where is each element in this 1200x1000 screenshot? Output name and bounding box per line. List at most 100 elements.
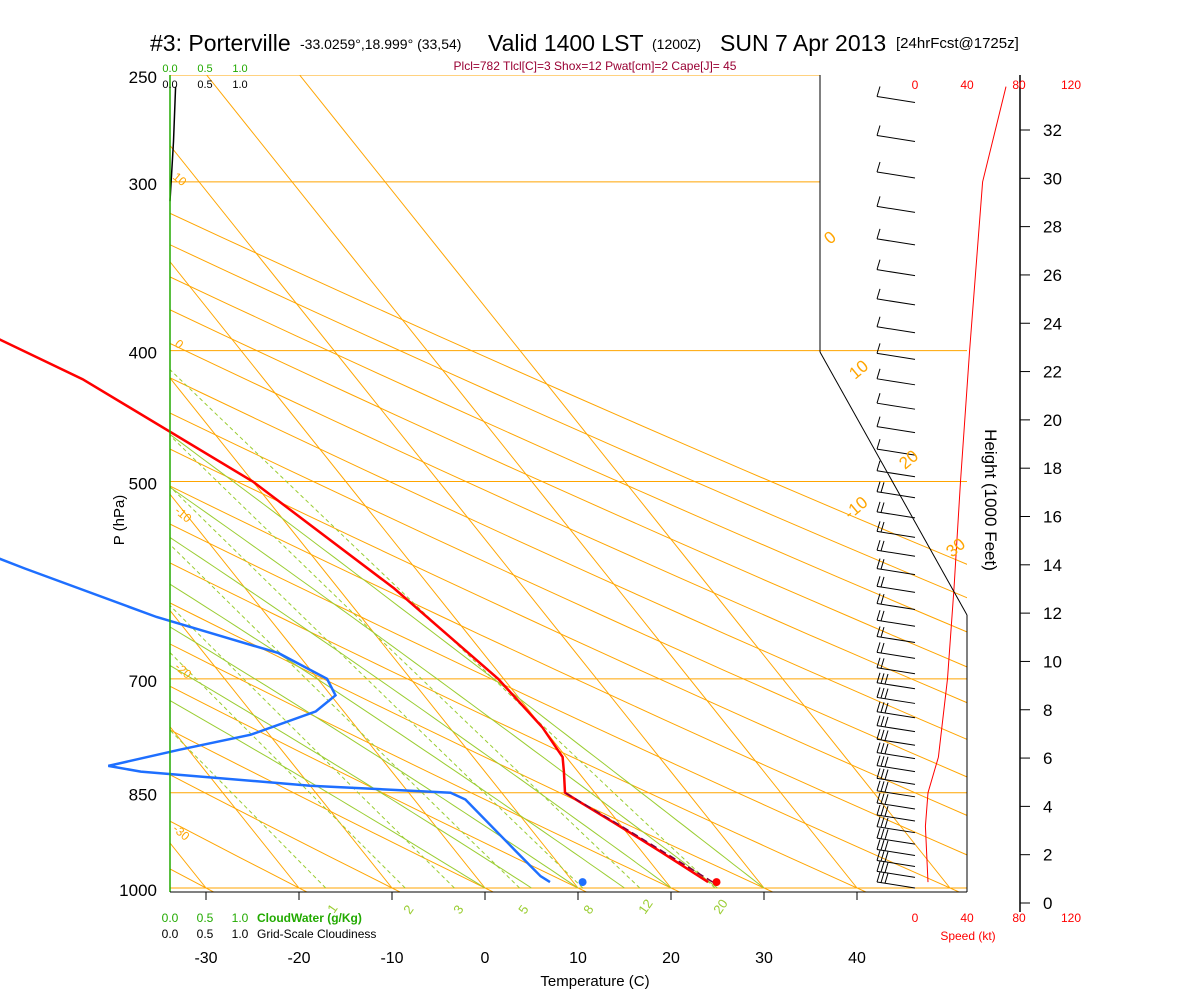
cloudiness-tick-bottom: 0.0 [162, 927, 179, 941]
wind-barb-feather [884, 806, 889, 817]
height-tick-label: 18 [1043, 459, 1062, 478]
wind-barb-feather [880, 828, 885, 839]
wind-barb-staff [876, 96, 916, 103]
wind-barb-feather [876, 125, 881, 136]
mixing-ratio-label: 20 [710, 896, 731, 916]
wind-barb [876, 804, 916, 822]
wind-barb-feather [876, 871, 881, 883]
height-tick-label: 24 [1043, 314, 1062, 333]
wind-barb-feather [884, 730, 889, 741]
wind-barb-staff [876, 802, 916, 810]
wind-barb [876, 701, 916, 719]
wind-barb-feather [876, 657, 881, 668]
wind-barb-staff [876, 585, 916, 593]
wind-barb-staff [876, 511, 916, 519]
isotherm-label: 10 [845, 356, 872, 383]
station-title: #3: Porterville [150, 30, 291, 56]
wind-barb-feather [876, 816, 881, 827]
wind-barb-staff [876, 171, 916, 179]
wind-barb [876, 687, 916, 704]
standard-atmos-line [819, 351, 968, 616]
wind-barb-feather [880, 482, 885, 493]
moist-adiabat-line [170, 486, 718, 889]
wind-barb-feather [876, 792, 881, 804]
mixing-ratio-line [170, 604, 455, 889]
speed-tick-top: 80 [1012, 78, 1026, 92]
dry-adiabat-label: 10 [170, 170, 189, 190]
zulu-time: (1200Z) [652, 36, 702, 52]
wind-barb-staff [876, 738, 916, 746]
wind-barb-feather [880, 559, 885, 570]
dry-adiabat-line [170, 244, 967, 599]
height-tick-label: 30 [1043, 169, 1062, 188]
wind-barb-staff [876, 636, 916, 644]
wind-barb-staff [876, 651, 916, 659]
wind-barb-feather [880, 716, 885, 727]
wind-barb [876, 259, 916, 277]
cloudwater-tick-top: 0.0 [162, 63, 177, 75]
wind-barb-feather [880, 593, 885, 605]
cloudiness-tick-bottom: 1.0 [232, 927, 249, 941]
mixing-ratio-line [170, 651, 406, 889]
wind-barb-staff [876, 765, 916, 773]
pressure-tick-label: 500 [129, 475, 157, 494]
temperature-tick-label: 10 [569, 950, 587, 967]
temperature-line [0, 338, 709, 884]
height-tick-label: 20 [1043, 411, 1062, 430]
wind-barb-staff [876, 238, 916, 246]
wind-barb-feather [876, 368, 881, 379]
speed-tick-top: 40 [960, 78, 974, 92]
moist-adiabat-line [170, 626, 579, 889]
wind-barb-feather [880, 861, 885, 873]
wind-barb-staff [876, 711, 916, 719]
wind-barb [876, 816, 916, 834]
wind-speed-line [924, 86, 1007, 883]
wind-barb [876, 288, 916, 306]
wind-barb-feather [876, 715, 881, 726]
temperature-tick-label: 0 [481, 950, 490, 967]
wind-barb-feather [876, 288, 881, 300]
wind-barb-feather [884, 688, 889, 699]
wind-barb-feather [880, 743, 885, 754]
wind-barb-feather [884, 840, 889, 851]
cloudiness-tick-top: 0.5 [197, 79, 212, 91]
dry-adiabat-line [170, 685, 588, 892]
wind-barb-feather [876, 839, 881, 850]
wind-barb-staff [876, 777, 916, 785]
wind-barb-feather [884, 756, 889, 767]
wind-barb [876, 501, 916, 519]
height-tick-label: 14 [1043, 556, 1062, 575]
wind-barb-staff [876, 568, 916, 576]
wind-barb [876, 593, 916, 611]
wind-barb [876, 742, 916, 760]
wind-barb [876, 161, 916, 179]
wind-barb-feather [880, 793, 885, 804]
isotherm-line [0, 75, 20, 888]
temperature-axis-title: Temperature (C) [540, 973, 649, 990]
pressure-tick-label: 300 [129, 175, 157, 194]
wind-barb-feather [884, 817, 889, 829]
wind-barb [876, 540, 916, 557]
wind-barb-feather [880, 702, 885, 713]
height-tick-label: 10 [1043, 652, 1062, 671]
wind-barb-staff [876, 134, 916, 142]
wind-barb [876, 86, 916, 103]
wind-barb-feather [876, 610, 881, 621]
wind-barb-feather [876, 729, 881, 740]
wind-barb-feather [880, 872, 885, 883]
wind-barb [876, 416, 916, 434]
dry-adiabat-line [170, 774, 402, 892]
isotherm-line [206, 75, 858, 889]
sounding-indices: Plcl=782 Tlcl[C]=3 Shox=12 Pwat[cm]=2 Ca… [454, 59, 737, 73]
height-tick-label: 8 [1043, 701, 1052, 720]
cloudwater-tick-top: 0.5 [197, 63, 212, 75]
speed-tick-bottom: 80 [1012, 911, 1026, 925]
wind-barb-feather [876, 161, 881, 173]
wind-barb-feather [876, 196, 881, 207]
wind-barb [876, 729, 916, 746]
speed-axis-label: Speed (kt) [940, 929, 995, 943]
cloudwater-label: CloudWater (g/Kg) [257, 911, 362, 925]
parcel-line [564, 792, 714, 883]
dry-adiabat-line [170, 276, 967, 633]
